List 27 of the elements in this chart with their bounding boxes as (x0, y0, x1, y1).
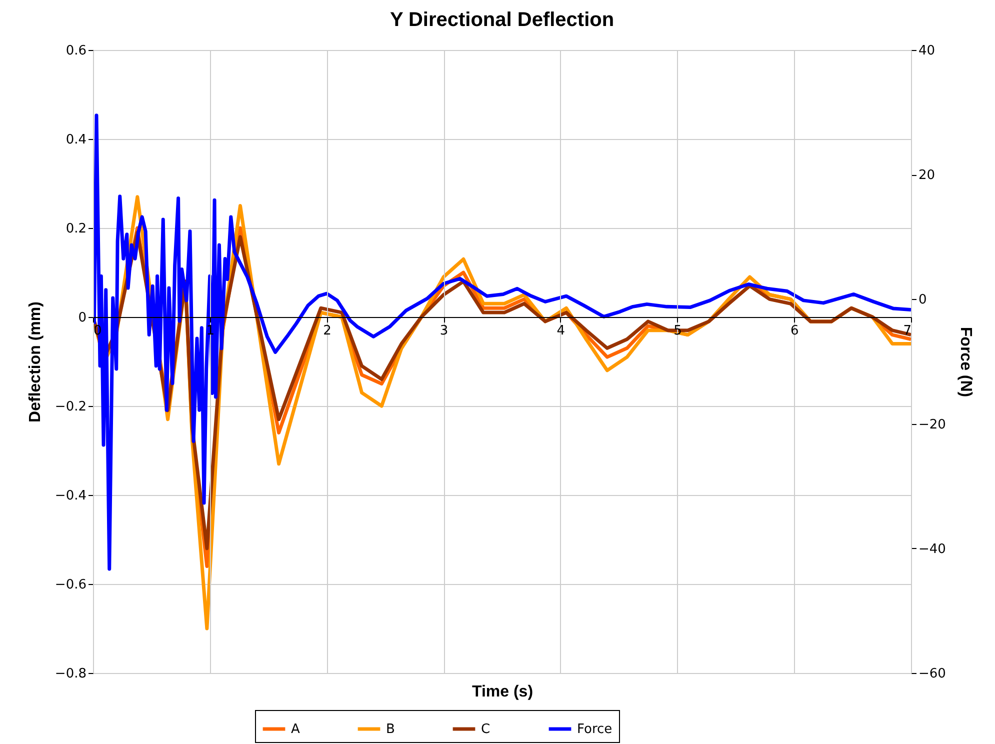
y-tick-label: −0.8 (54, 666, 86, 682)
x-tick-label: 3 (440, 324, 448, 338)
x-tick-label: 0 (94, 324, 102, 338)
y2-tick-label: −20 (918, 417, 946, 432)
y2-axis-title: Force (N) (956, 326, 974, 398)
y-tick-label: 0 (78, 310, 86, 326)
y2-tick-label: −60 (918, 666, 946, 682)
y-tick-label: −0.2 (54, 400, 86, 414)
y2-tick-label: 40 (918, 44, 936, 58)
y2-tick-label: 0 (918, 292, 927, 308)
legend-label: Force (577, 722, 612, 737)
legend-label: C (481, 722, 490, 737)
y-tick-label: 0.6 (66, 44, 86, 58)
legend-label: A (291, 722, 300, 737)
chart-title: Y Directional Deflection (390, 9, 614, 31)
x-tick-label: 6 (790, 324, 799, 338)
y2-tick-label: 20 (918, 168, 936, 184)
y-tick-label: 0.4 (66, 132, 86, 148)
y-tick-label: 0.2 (66, 222, 86, 236)
x-tick-label: 4 (556, 324, 566, 338)
legend-label: B (386, 722, 395, 737)
y-tick-label: −0.4 (54, 488, 86, 504)
x-axis-title: Time (s) (472, 684, 534, 700)
x-tick-label: 2 (323, 324, 332, 338)
y-axis-title: Deflection (mm) (26, 302, 44, 422)
y-tick-label: −0.6 (54, 578, 86, 592)
y2-tick-label: −40 (918, 542, 946, 557)
